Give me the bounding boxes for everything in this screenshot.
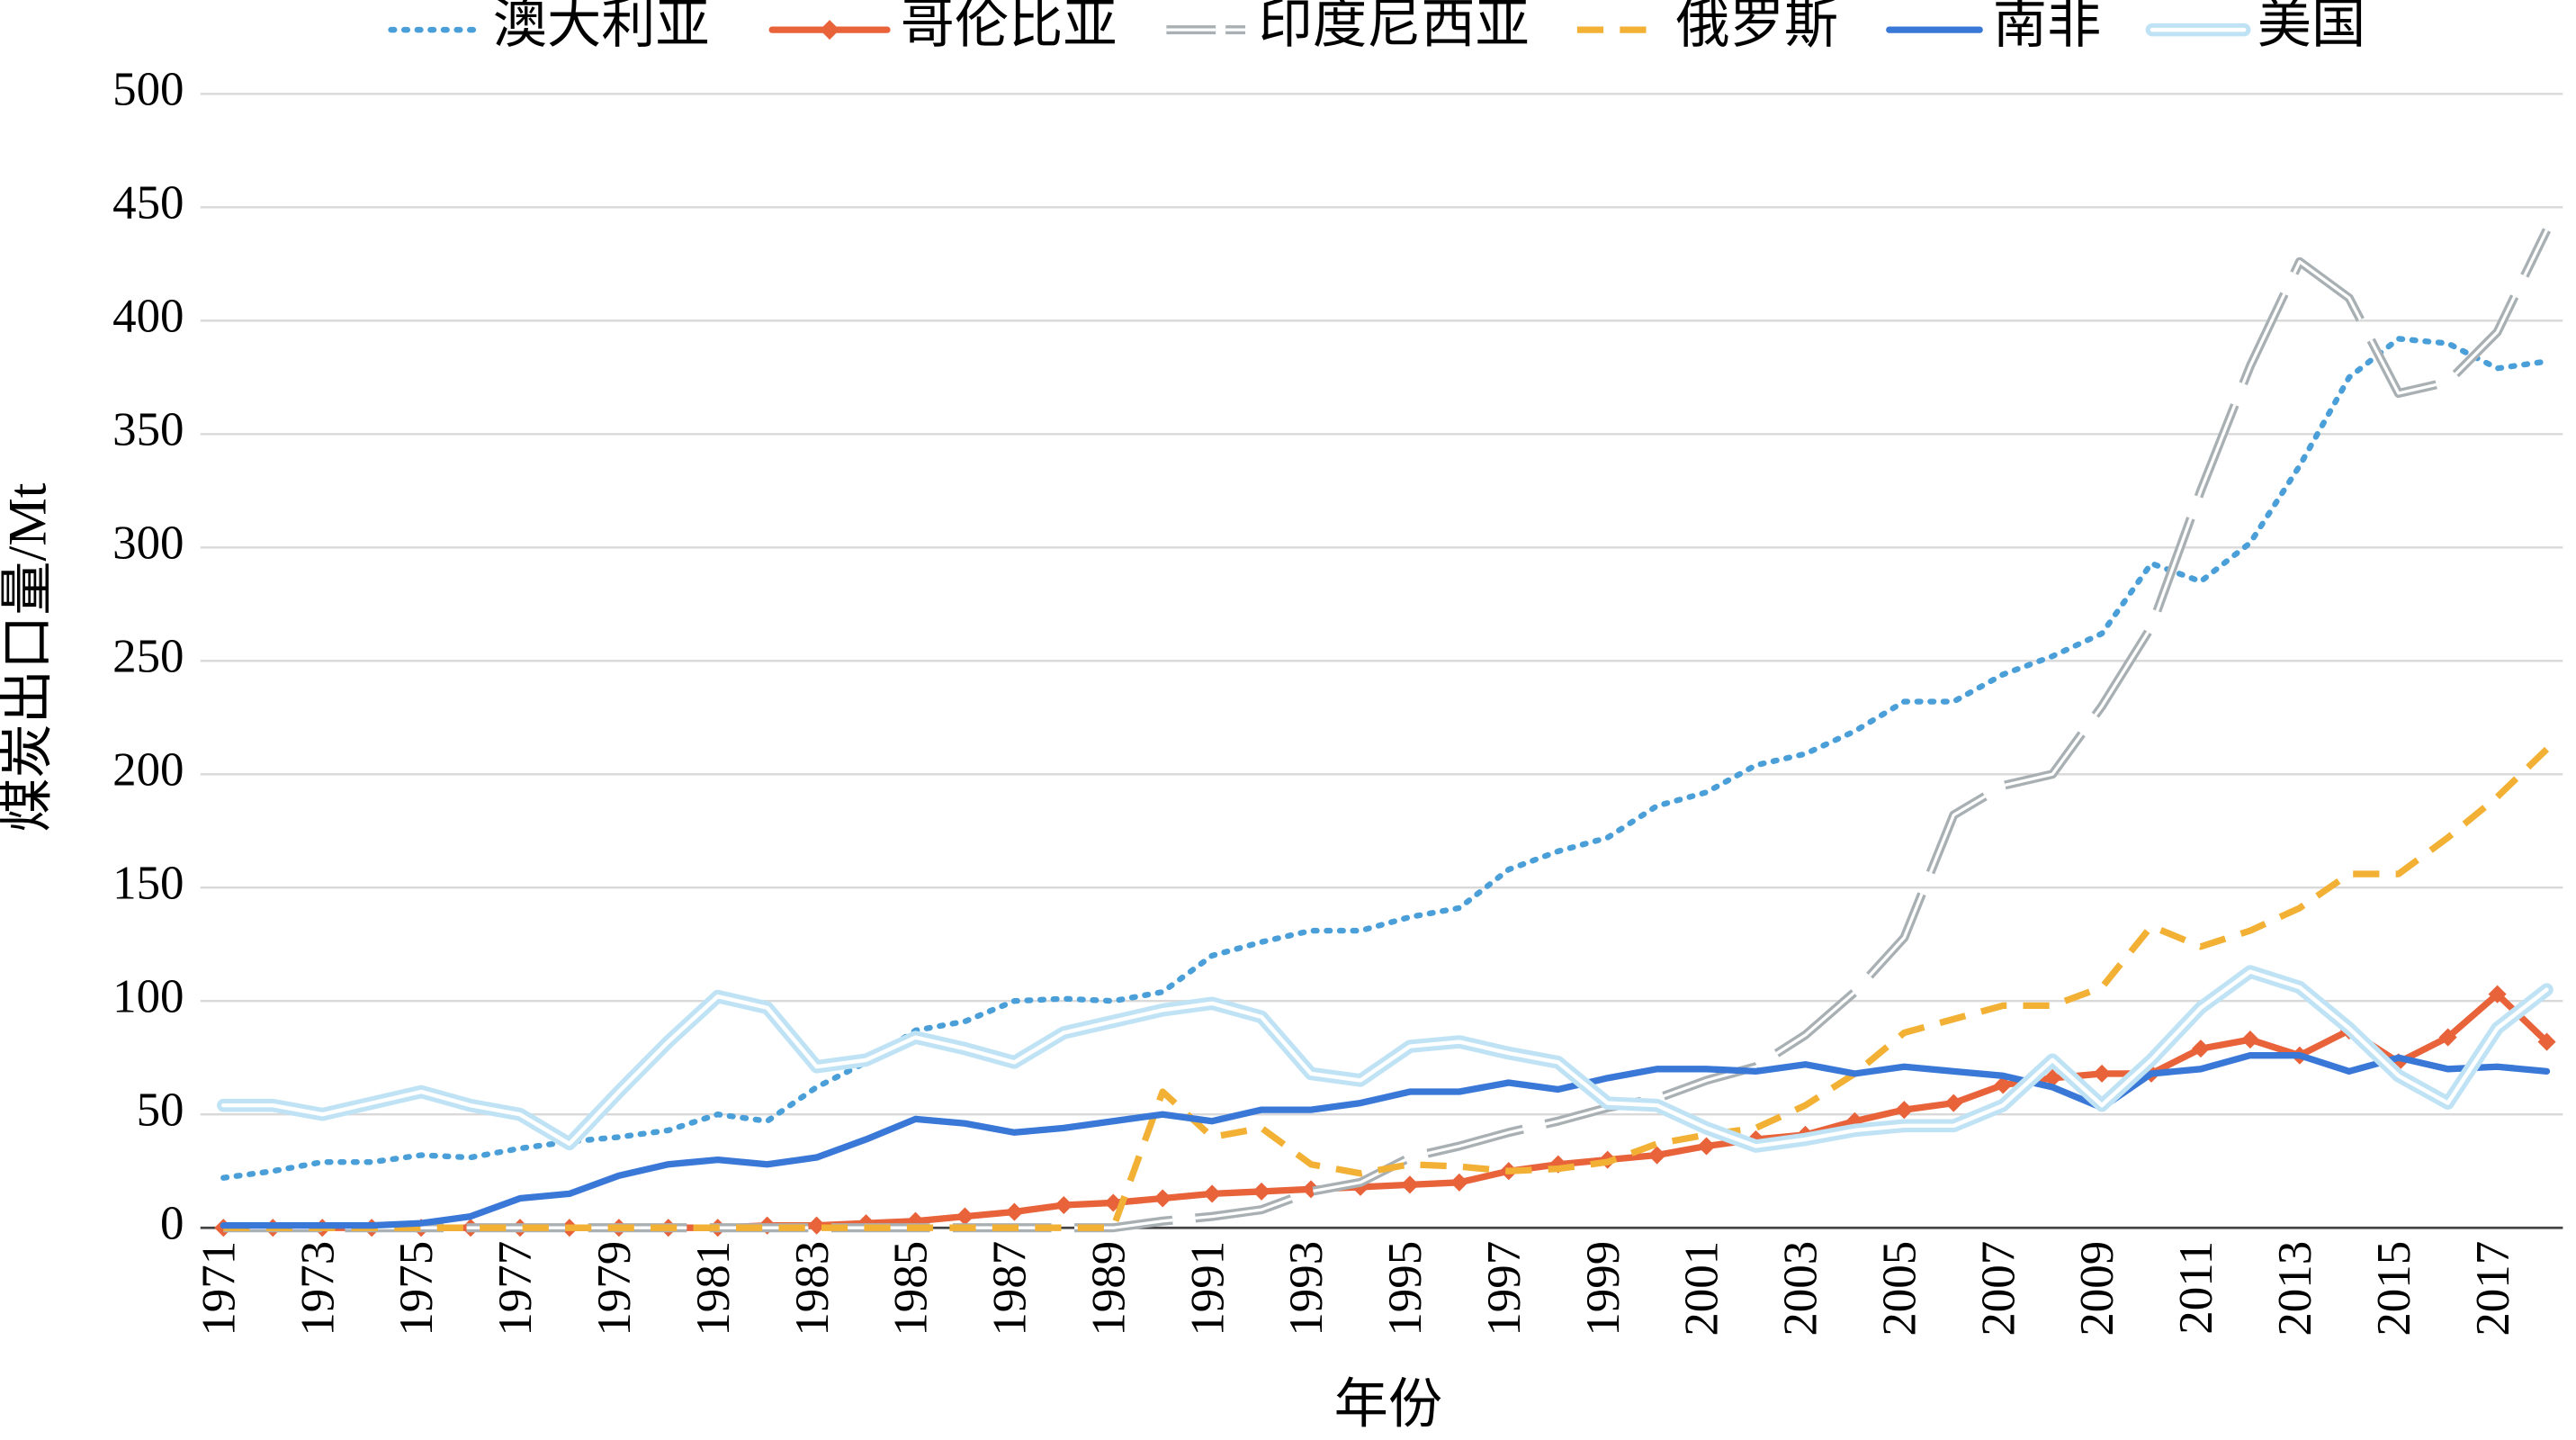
point-marker — [1450, 1173, 1468, 1192]
point-marker — [1400, 1175, 1419, 1194]
x-tick-label: 1973 — [292, 1241, 344, 1336]
point-marker — [1994, 1076, 2013, 1094]
x-tick-label: 1995 — [1379, 1241, 1432, 1336]
series-line-inner — [221, 969, 2549, 1148]
x-tick-label: 2011 — [2170, 1241, 2222, 1335]
legend-label: 印度尼西亚 — [1259, 0, 1530, 55]
point-marker — [2438, 1028, 2457, 1047]
point-marker — [1252, 1182, 1271, 1201]
x-tick-label: 1979 — [588, 1241, 641, 1336]
x-tick-label: 2005 — [1873, 1241, 1925, 1336]
x-tick-label: 2009 — [2071, 1241, 2123, 1336]
y-tick-label: 350 — [112, 403, 184, 455]
y-tick-label: 450 — [112, 176, 184, 229]
y-tick-label: 150 — [112, 857, 184, 909]
point-marker — [956, 1207, 974, 1226]
point-marker — [1647, 1146, 1666, 1165]
point-marker — [1153, 1189, 1172, 1208]
legend-marker — [820, 20, 840, 40]
point-marker — [2043, 1068, 2062, 1087]
point-marker — [1055, 1195, 1073, 1215]
y-tick-label: 400 — [112, 290, 184, 342]
x-tick-label: 1975 — [390, 1241, 443, 1336]
y-tick-label: 200 — [112, 743, 184, 796]
x-tick-label: 1989 — [1082, 1241, 1135, 1336]
x-tick-label: 1997 — [1478, 1241, 1530, 1336]
x-tick-label: 1985 — [885, 1241, 938, 1336]
series-line-inner — [223, 229, 2548, 1229]
legend: 澳大利亚 哥伦比亚 印度尼西亚 俄罗斯 南非 美国 — [388, 0, 2366, 55]
y-tick-label: 300 — [112, 517, 184, 569]
x-tick-label: 1993 — [1280, 1241, 1333, 1336]
point-marker — [2191, 1040, 2211, 1058]
x-tick-label: 2003 — [1775, 1241, 1827, 1336]
legend-label: 哥伦比亚 — [901, 0, 1117, 55]
point-marker — [1697, 1137, 1716, 1156]
point-marker — [1203, 1184, 1222, 1203]
x-tick-label: 2013 — [2269, 1241, 2321, 1336]
y-tick-label: 0 — [160, 1197, 184, 1249]
x-tick-label: 1987 — [984, 1241, 1037, 1336]
x-axis-label: 年份 — [1334, 1375, 1443, 1436]
point-marker — [2537, 1032, 2556, 1051]
series-line — [217, 965, 2554, 1153]
x-tick-label: 2015 — [2368, 1241, 2420, 1336]
legend-label: 澳大利亚 — [493, 0, 710, 55]
y-tick-label: 500 — [112, 63, 184, 115]
series-line — [223, 746, 2550, 1231]
point-marker — [2093, 1064, 2112, 1083]
y-tick-label: 100 — [112, 970, 184, 1022]
y-axis-label: 煤炭出口量/Mt — [0, 482, 58, 832]
series-line — [220, 1052, 2551, 1229]
x-tick-label: 1999 — [1577, 1241, 1629, 1336]
legend-label: 美国 — [2257, 0, 2366, 55]
x-tick-label: 1981 — [687, 1241, 740, 1336]
x-tick-label: 1971 — [193, 1241, 245, 1336]
point-marker — [2488, 985, 2507, 1004]
x-tick-label: 2007 — [1972, 1241, 2024, 1336]
point-marker — [1895, 1101, 1914, 1120]
point-marker — [2240, 1030, 2259, 1049]
point-marker — [807, 1216, 826, 1235]
point-marker — [1005, 1202, 1024, 1221]
x-tick-label: 1983 — [786, 1241, 839, 1336]
point-marker — [1944, 1094, 1963, 1112]
series-line — [220, 336, 2550, 1181]
x-tick-label: 1977 — [489, 1241, 542, 1336]
x-tick-label: 2001 — [1676, 1241, 1728, 1336]
x-tick-label: 2017 — [2467, 1241, 2519, 1336]
legend-label: 俄罗斯 — [1675, 0, 1838, 55]
x-tick-label: 1991 — [1181, 1241, 1234, 1336]
y-tick-label: 50 — [137, 1084, 184, 1136]
legend-label: 南非 — [1993, 0, 2102, 55]
series-line — [223, 228, 2552, 1233]
y-tick-label: 250 — [112, 630, 184, 682]
